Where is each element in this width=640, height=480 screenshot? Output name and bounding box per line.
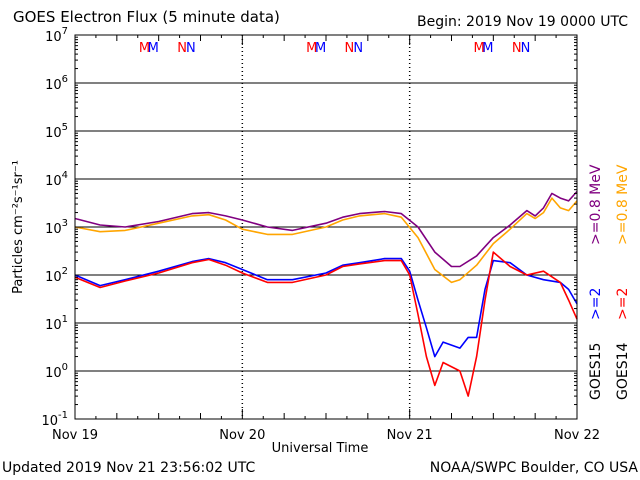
legend-entry: >=0.8 MeV xyxy=(588,164,604,245)
x-axis-label: Universal Time xyxy=(271,441,369,456)
series-line xyxy=(74,197,578,284)
midnight-noon-marker: N xyxy=(345,41,355,56)
midnight-noon-marker: M xyxy=(482,41,493,56)
satellite-label: GOES15 xyxy=(588,343,604,400)
y-tick-label: 103 xyxy=(45,218,68,237)
y-tick-label: 102 xyxy=(45,266,68,285)
y-tick-label: 104 xyxy=(45,170,68,189)
midnight-noon-marker: N xyxy=(353,41,363,56)
series-line xyxy=(74,251,578,397)
y-tick-label: 105 xyxy=(45,122,68,141)
chart-title: GOES Electron Flux (5 minute data) xyxy=(13,8,280,26)
series-line xyxy=(74,190,578,268)
y-axis-label: Particles cm⁻²s⁻¹sr⁻¹ xyxy=(11,160,26,294)
legend-entry: >=2 xyxy=(615,288,631,320)
midnight-noon-marker: N xyxy=(521,41,531,56)
updated-timestamp: Updated 2019 Nov 21 23:56:02 UTC xyxy=(2,460,256,476)
midnight-noon-marker: M xyxy=(148,41,159,56)
midnight-noon-marker: N xyxy=(177,41,187,56)
x-tick-label: Nov 20 xyxy=(219,428,265,443)
y-tick-label: 101 xyxy=(45,314,68,333)
y-tick-label: 100 xyxy=(45,362,68,381)
series-line xyxy=(74,257,578,358)
credit-label: NOAA/SWPC Boulder, CO USA xyxy=(429,460,638,476)
x-tick-label: Nov 22 xyxy=(554,428,600,443)
midnight-noon-marker: M xyxy=(315,41,326,56)
midnight-noon-marker: M xyxy=(306,41,317,56)
y-tick-label: 107 xyxy=(45,26,68,45)
x-tick-label: Nov 19 xyxy=(52,428,98,443)
legend-entry: >=0.8 MeV xyxy=(615,164,631,245)
x-tick-label: Nov 21 xyxy=(387,428,433,443)
satellite-label: GOES14 xyxy=(615,342,631,400)
midnight-noon-marker: N xyxy=(186,41,196,56)
midnight-noon-marker: M xyxy=(139,41,150,56)
midnight-noon-marker: M xyxy=(474,41,485,56)
midnight-noon-marker: N xyxy=(512,41,522,56)
y-tick-label: 106 xyxy=(45,74,68,93)
legend-entry: >=2 xyxy=(588,288,604,320)
y-tick-label: 10-1 xyxy=(41,410,68,429)
begin-time-label: Begin: 2019 Nov 19 0000 UTC xyxy=(417,14,628,30)
